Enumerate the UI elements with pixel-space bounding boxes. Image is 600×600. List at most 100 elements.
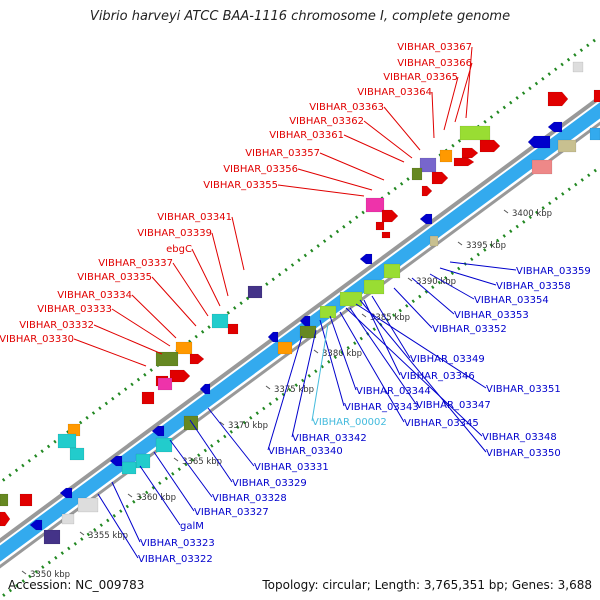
gene-label-galm[interactable]: galM bbox=[180, 521, 204, 532]
gene-label-vibhar-03335[interactable]: VIBHAR_03335 bbox=[77, 272, 152, 283]
gene-feature-30[interactable] bbox=[0, 493, 9, 507]
gene-feature-8[interactable] bbox=[419, 157, 437, 173]
gene-label-vibhar-03364[interactable]: VIBHAR_03364 bbox=[357, 87, 432, 98]
gene-feature-37[interactable] bbox=[429, 235, 439, 247]
gene-feature-17[interactable] bbox=[247, 285, 263, 299]
gene-label-vibhar-03361[interactable]: VIBHAR_03361 bbox=[269, 130, 344, 141]
gene-feature-28[interactable] bbox=[57, 433, 77, 449]
gene-feature-4[interactable] bbox=[459, 125, 491, 141]
gene-label-vibhar-03323[interactable]: VIBHAR_03323 bbox=[140, 538, 215, 549]
gene-feature-59[interactable] bbox=[59, 487, 73, 499]
gene-feature-29[interactable] bbox=[69, 447, 85, 461]
gene-feature-27[interactable] bbox=[67, 423, 81, 437]
gene-label-vibhar-03341[interactable]: VIBHAR_03341 bbox=[157, 212, 232, 223]
gene-feature-39[interactable] bbox=[363, 279, 385, 295]
gene-feature-42[interactable] bbox=[299, 325, 317, 339]
gene-label-vibhar-03352[interactable]: VIBHAR_03352 bbox=[432, 324, 507, 335]
gene-feature-47[interactable] bbox=[121, 461, 137, 475]
gene-label-vibhar-03359[interactable]: VIBHAR_03359 bbox=[516, 266, 591, 277]
gene-feature-13[interactable] bbox=[365, 197, 385, 213]
gene-feature-57[interactable] bbox=[151, 425, 165, 437]
gene-feature-6[interactable] bbox=[461, 147, 479, 159]
gene-feature-15[interactable] bbox=[375, 221, 385, 231]
gene-feature-45[interactable] bbox=[155, 437, 173, 453]
gene-label-vibhar-03331[interactable]: VIBHAR_03331 bbox=[254, 462, 329, 473]
gene-feature-16[interactable] bbox=[381, 231, 391, 239]
gene-feature-31[interactable] bbox=[19, 493, 33, 507]
gene-feature-22[interactable] bbox=[189, 353, 205, 365]
gene-label-vibhar-03327[interactable]: VIBHAR_03327 bbox=[194, 507, 269, 518]
gene-feature-12[interactable] bbox=[453, 157, 475, 167]
gene-feature-5[interactable] bbox=[479, 139, 501, 153]
gene-label-vibhar-03328[interactable]: VIBHAR_03328 bbox=[212, 493, 287, 504]
gene-label-vibhar-03332[interactable]: VIBHAR_03332 bbox=[19, 320, 94, 331]
gene-label-vibhar-03350[interactable]: VIBHAR_03350 bbox=[486, 448, 561, 459]
gene-feature-38[interactable] bbox=[383, 263, 401, 279]
gene-feature-2[interactable] bbox=[547, 91, 569, 107]
gene-feature-54[interactable] bbox=[299, 315, 311, 327]
gene-feature-33[interactable] bbox=[527, 135, 551, 149]
gene-feature-23[interactable] bbox=[169, 369, 191, 383]
gene-feature-14[interactable] bbox=[381, 209, 399, 223]
gene-feature-53[interactable] bbox=[359, 253, 373, 265]
gene-feature-9[interactable] bbox=[411, 167, 423, 181]
gene-feature-52[interactable] bbox=[419, 213, 433, 225]
gene-feature-32[interactable] bbox=[0, 511, 11, 527]
gene-label-vibhar-03365[interactable]: VIBHAR_03365 bbox=[383, 72, 458, 83]
gene-label-vibhar-03330[interactable]: VIBHAR_03330 bbox=[0, 334, 74, 345]
gene-label-vibhar-03358[interactable]: VIBHAR_03358 bbox=[496, 281, 571, 292]
gene-label-vibhar-03329[interactable]: VIBHAR_03329 bbox=[232, 478, 307, 489]
gene-feature-11[interactable] bbox=[421, 185, 433, 197]
gene-label-vibhar-03345[interactable]: VIBHAR_03345 bbox=[404, 418, 479, 429]
gene-feature-19[interactable] bbox=[227, 323, 239, 335]
gene-feature-3[interactable] bbox=[593, 89, 600, 103]
gene-feature-1[interactable] bbox=[572, 61, 584, 73]
gene-label-vibhar-03353[interactable]: VIBHAR_03353 bbox=[454, 310, 529, 321]
gene-label-ebgc[interactable]: ebgC bbox=[166, 244, 192, 255]
gene-feature-20[interactable] bbox=[175, 341, 193, 355]
gene-feature-21[interactable] bbox=[155, 351, 179, 367]
gene-label-vibhar-03366[interactable]: VIBHAR_03366 bbox=[397, 58, 472, 69]
gene-label-vibhar-03363[interactable]: VIBHAR_03363 bbox=[309, 102, 384, 113]
gene-feature-35[interactable] bbox=[531, 159, 553, 175]
gene-feature-56[interactable] bbox=[199, 383, 211, 395]
gene-feature-18[interactable] bbox=[211, 313, 229, 329]
gene-feature-55[interactable] bbox=[267, 331, 279, 343]
gene-feature-10[interactable] bbox=[431, 171, 449, 185]
gene-label-vibhar-03333[interactable]: VIBHAR_03333 bbox=[37, 304, 112, 315]
gene-feature-51[interactable] bbox=[547, 121, 563, 133]
gene-label-vibhar-03351[interactable]: VIBHAR_03351 bbox=[486, 384, 561, 395]
gene-feature-49[interactable] bbox=[61, 513, 75, 525]
gene-feature-36[interactable] bbox=[589, 127, 600, 141]
gene-feature-46[interactable] bbox=[135, 453, 151, 469]
gene-label-vibhar-03356[interactable]: VIBHAR_03356 bbox=[223, 164, 298, 175]
gene-label-vibhar-03346[interactable]: VIBHAR_03346 bbox=[400, 371, 475, 382]
gene-label-vibhar-03362[interactable]: VIBHAR_03362 bbox=[289, 116, 364, 127]
gene-label-vibhar-03342[interactable]: VIBHAR_03342 bbox=[292, 433, 367, 444]
gene-feature-50[interactable] bbox=[43, 529, 61, 545]
gene-feature-41[interactable] bbox=[319, 305, 337, 319]
gene-label-vibhar-03349[interactable]: VIBHAR_03349 bbox=[410, 354, 485, 365]
gene-feature-26[interactable] bbox=[141, 391, 155, 405]
gene-feature-34[interactable] bbox=[557, 139, 577, 153]
gene-label-vibhar-03343[interactable]: VIBHAR_03343 bbox=[344, 402, 419, 413]
gene-label-vibhar-03348[interactable]: VIBHAR_03348 bbox=[482, 432, 557, 443]
gene-label-vibhar-03355[interactable]: VIBHAR_03355 bbox=[203, 180, 278, 191]
gene-label-vibhar-03344[interactable]: VIBHAR_03344 bbox=[356, 386, 431, 397]
gene-label-vibhar-03357[interactable]: VIBHAR_03357 bbox=[245, 148, 320, 159]
gene-label-vibhar-03354[interactable]: VIBHAR_03354 bbox=[474, 295, 549, 306]
gene-feature-40[interactable] bbox=[339, 291, 363, 307]
gene-feature-43[interactable] bbox=[277, 341, 293, 355]
gene-label-vibhar-03367[interactable]: VIBHAR_03367 bbox=[397, 42, 472, 53]
gene-label-vibhar-03339[interactable]: VIBHAR_03339 bbox=[137, 228, 212, 239]
gene-label-vibhar-03334[interactable]: VIBHAR_03334 bbox=[57, 290, 132, 301]
gene-feature-25[interactable] bbox=[157, 377, 173, 391]
gene-label-vibhar-03347[interactable]: VIBHAR_03347 bbox=[416, 400, 491, 411]
gene-feature-60[interactable] bbox=[29, 519, 43, 531]
gene-feature-7[interactable] bbox=[439, 149, 453, 163]
gene-feature-48[interactable] bbox=[77, 497, 99, 513]
gene-label-vibhar-03337[interactable]: VIBHAR_03337 bbox=[98, 258, 173, 269]
gene-feature-58[interactable] bbox=[109, 455, 123, 467]
gene-label-vibhar-03322[interactable]: VIBHAR_03322 bbox=[138, 554, 213, 565]
gene-label-vibhar-00002[interactable]: VIBHAR_00002 bbox=[312, 417, 387, 428]
